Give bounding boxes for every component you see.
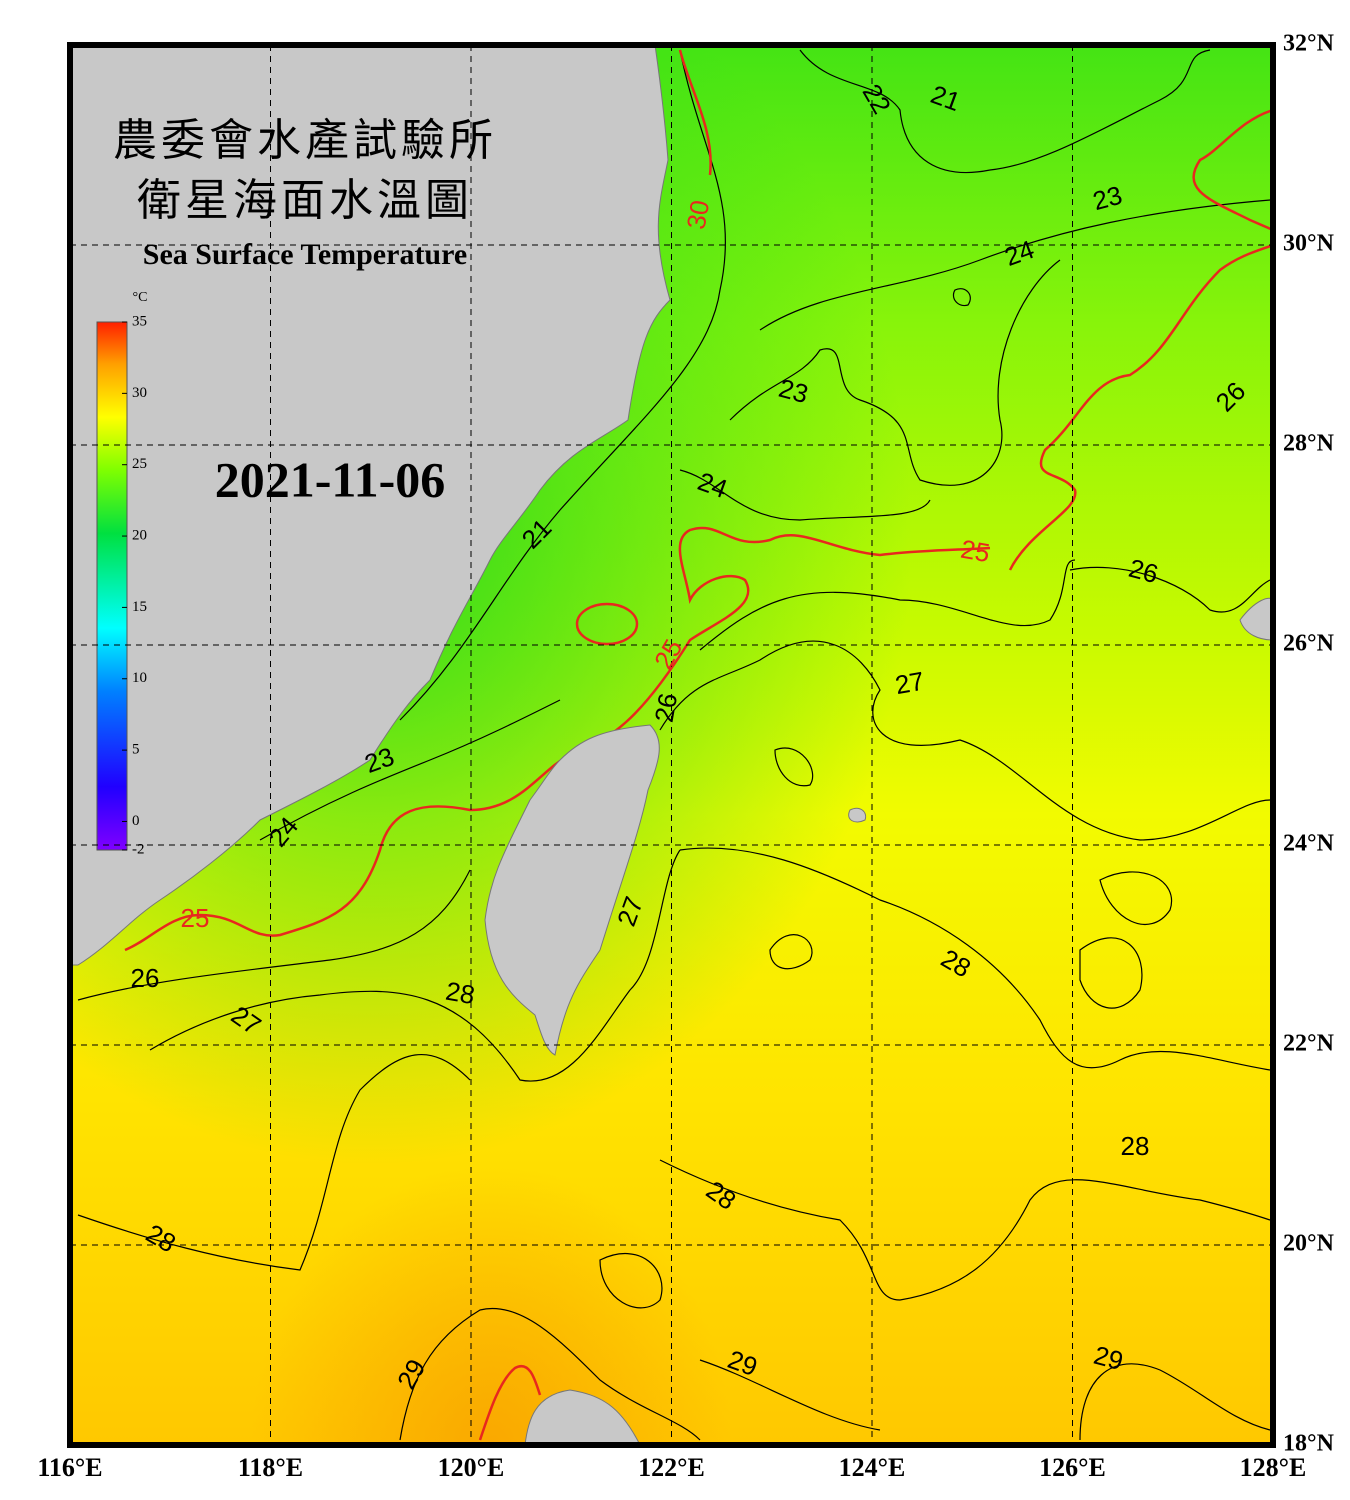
colorbar-label: 35 <box>132 313 147 329</box>
isotherm-label: 25 <box>181 903 210 933</box>
colorbar-label: 15 <box>132 599 147 615</box>
lat-label: 28°N <box>1283 431 1335 457</box>
colorbar-label: 30 <box>132 385 147 401</box>
lon-label: 118°E <box>238 1453 303 1482</box>
highlight-isotherms <box>124 49 1273 1441</box>
lon-label: 124°E <box>839 1453 906 1482</box>
lat-label: 22°N <box>1283 1031 1335 1057</box>
isotherm-label: 28 <box>444 976 478 1011</box>
colorbar-label: 10 <box>132 670 147 686</box>
colorbar-label: 5 <box>132 742 140 758</box>
lon-label: 122°E <box>638 1453 705 1482</box>
isotherm-label: 26 <box>649 691 684 725</box>
isotherm-label: 30 <box>681 198 716 232</box>
isotherm-label: 25 <box>959 534 993 569</box>
lat-label: 26°N <box>1283 631 1335 657</box>
lon-label: 126°E <box>1039 1453 1106 1482</box>
lat-label: 24°N <box>1283 831 1335 857</box>
lon-label: 128°E <box>1240 1453 1307 1482</box>
colorbar-label: -2 <box>132 841 145 857</box>
colorbar-label: 25 <box>132 456 147 472</box>
title: 衛星海面水溫圖 <box>137 176 473 225</box>
date: 2021-11-06 <box>215 451 446 507</box>
lon-label: 120°E <box>438 1453 505 1482</box>
subtitle: Sea Surface Temperature <box>143 238 467 271</box>
lat-label: 20°N <box>1283 1231 1335 1257</box>
colorbar-label: 0 <box>132 813 140 829</box>
colorbar <box>96 321 128 851</box>
isotherm-label: 27 <box>893 666 927 701</box>
lat-label: 18°N <box>1283 1431 1335 1457</box>
lat-label: 32°N <box>1283 31 1335 57</box>
lat-label: 30°N <box>1283 231 1335 257</box>
colorbar-unit: °C <box>133 290 148 305</box>
isotherm-label: 28 <box>1121 1131 1150 1161</box>
isotherms <box>77 49 1271 1441</box>
lon-label: 116°E <box>37 1453 102 1482</box>
land <box>70 45 1273 1445</box>
isotherm-label: 26 <box>131 963 160 993</box>
title: 農委會水產試驗所 <box>113 116 497 165</box>
colorbar-label: 20 <box>132 527 147 543</box>
